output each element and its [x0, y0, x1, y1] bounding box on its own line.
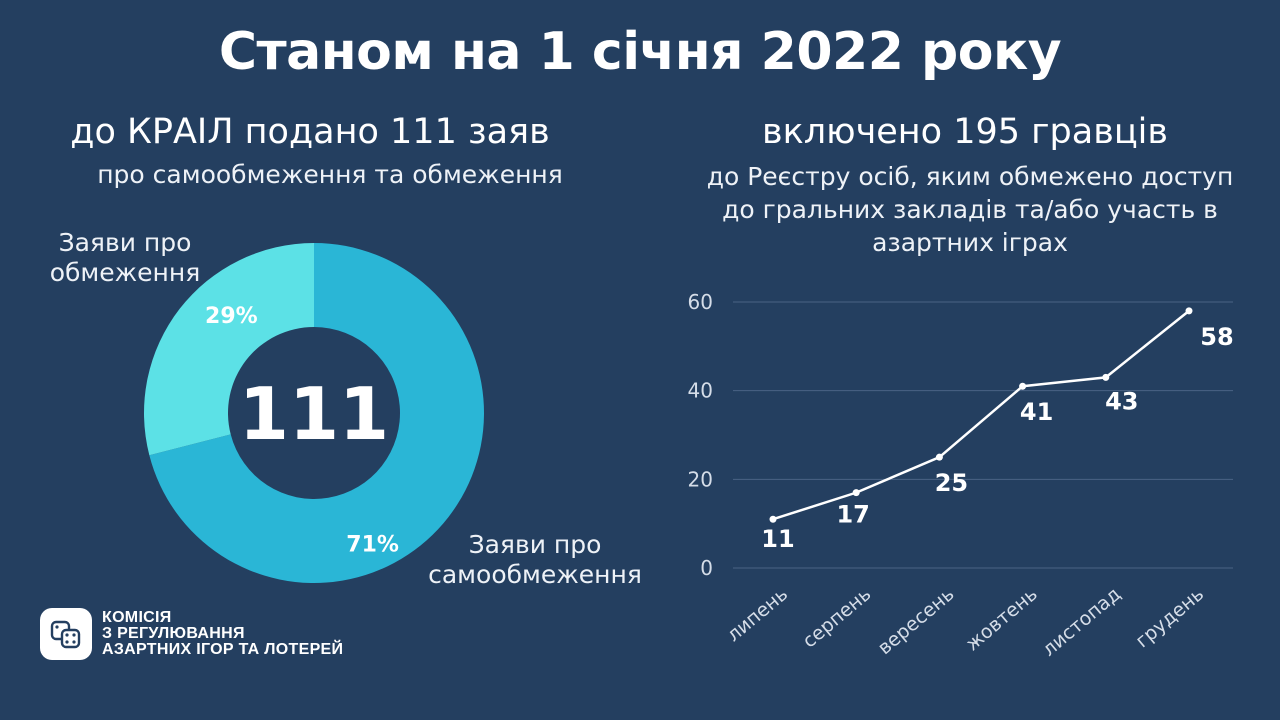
data-label-0: 11	[761, 525, 794, 553]
y-tick-60: 60	[688, 290, 713, 314]
data-point-5	[1185, 307, 1193, 315]
applications-headline: до КРАІЛ подано 111 заяв	[70, 112, 550, 152]
donut-slice-0	[149, 243, 484, 583]
logo-line-2: З РЕГУЛЮВАННЯ	[102, 625, 245, 642]
x-tick-4: листопад	[1038, 583, 1125, 661]
slice-label-self-restriction-line-2: самообмеження	[428, 560, 642, 589]
logo-text: КОМІСІЯ З РЕГУЛЮВАННЯ АЗАРТНИХ ІГОР ТА Л…	[102, 610, 343, 658]
x-tick-0: липень	[723, 583, 792, 646]
slice-label-self-restriction-line-1: Заяви про	[468, 530, 602, 559]
x-tick-1: серпень	[799, 583, 876, 653]
players-subline-1: до Реєстру осіб, яким обмежено доступ	[706, 162, 1234, 191]
data-label-3: 41	[1020, 398, 1053, 426]
slice-label-restriction-line-2: обмеження	[49, 258, 201, 287]
x-tick-3: жовтень	[962, 583, 1042, 655]
y-tick-0: 0	[700, 556, 713, 580]
slice-label-restriction: Заяви про обмеження	[40, 228, 210, 288]
logo-line-1: КОМІСІЯ	[102, 609, 172, 626]
data-label-1: 17	[836, 501, 869, 529]
data-point-0	[769, 515, 777, 523]
data-label-5: 58	[1200, 323, 1233, 351]
players-subline-2: до гральних закладів та/або участь в	[722, 195, 1218, 224]
y-tick-40: 40	[688, 379, 713, 403]
players-headline: включено 195 гравців	[761, 112, 1169, 152]
data-label-4: 43	[1105, 387, 1138, 415]
data-point-2	[935, 453, 943, 461]
donut-slice-1	[144, 243, 314, 456]
dice-icon	[40, 608, 92, 660]
applications-subline: про самообмеження та обмеження	[97, 160, 563, 189]
slice-label-restriction-line-1: Заяви про	[58, 228, 192, 257]
donut-slice-label-1: 29%	[205, 304, 258, 329]
players-subline-3: азартних іграх	[872, 228, 1068, 257]
x-tick-2: вересень	[874, 583, 959, 659]
donut-slice-label-0: 71%	[346, 532, 399, 557]
donut-center-label: 111	[239, 372, 389, 456]
y-tick-20: 20	[688, 467, 713, 491]
donut-chart: 71% 29% 111	[144, 243, 484, 583]
logo-line-3: АЗАРТНИХ ІГОР ТА ЛОТЕРЕЙ	[102, 641, 344, 658]
data-point-3	[1019, 382, 1027, 390]
commission-logo: КОМІСІЯ З РЕГУЛЮВАННЯ АЗАРТНИХ ІГОР ТА Л…	[40, 608, 343, 660]
players-subline: до Реєстру осіб, яким обмежено доступ до…	[640, 160, 1280, 259]
data-label-2: 25	[935, 469, 968, 497]
data-point-1	[852, 489, 860, 497]
data-point-4	[1102, 373, 1110, 381]
page-title: Станом на 1 січня 2022 року	[218, 22, 1062, 82]
series-line	[772, 309, 1190, 521]
x-tick-5: грудень	[1131, 583, 1208, 652]
slice-label-self-restriction: Заяви про самообмеження	[420, 530, 650, 590]
